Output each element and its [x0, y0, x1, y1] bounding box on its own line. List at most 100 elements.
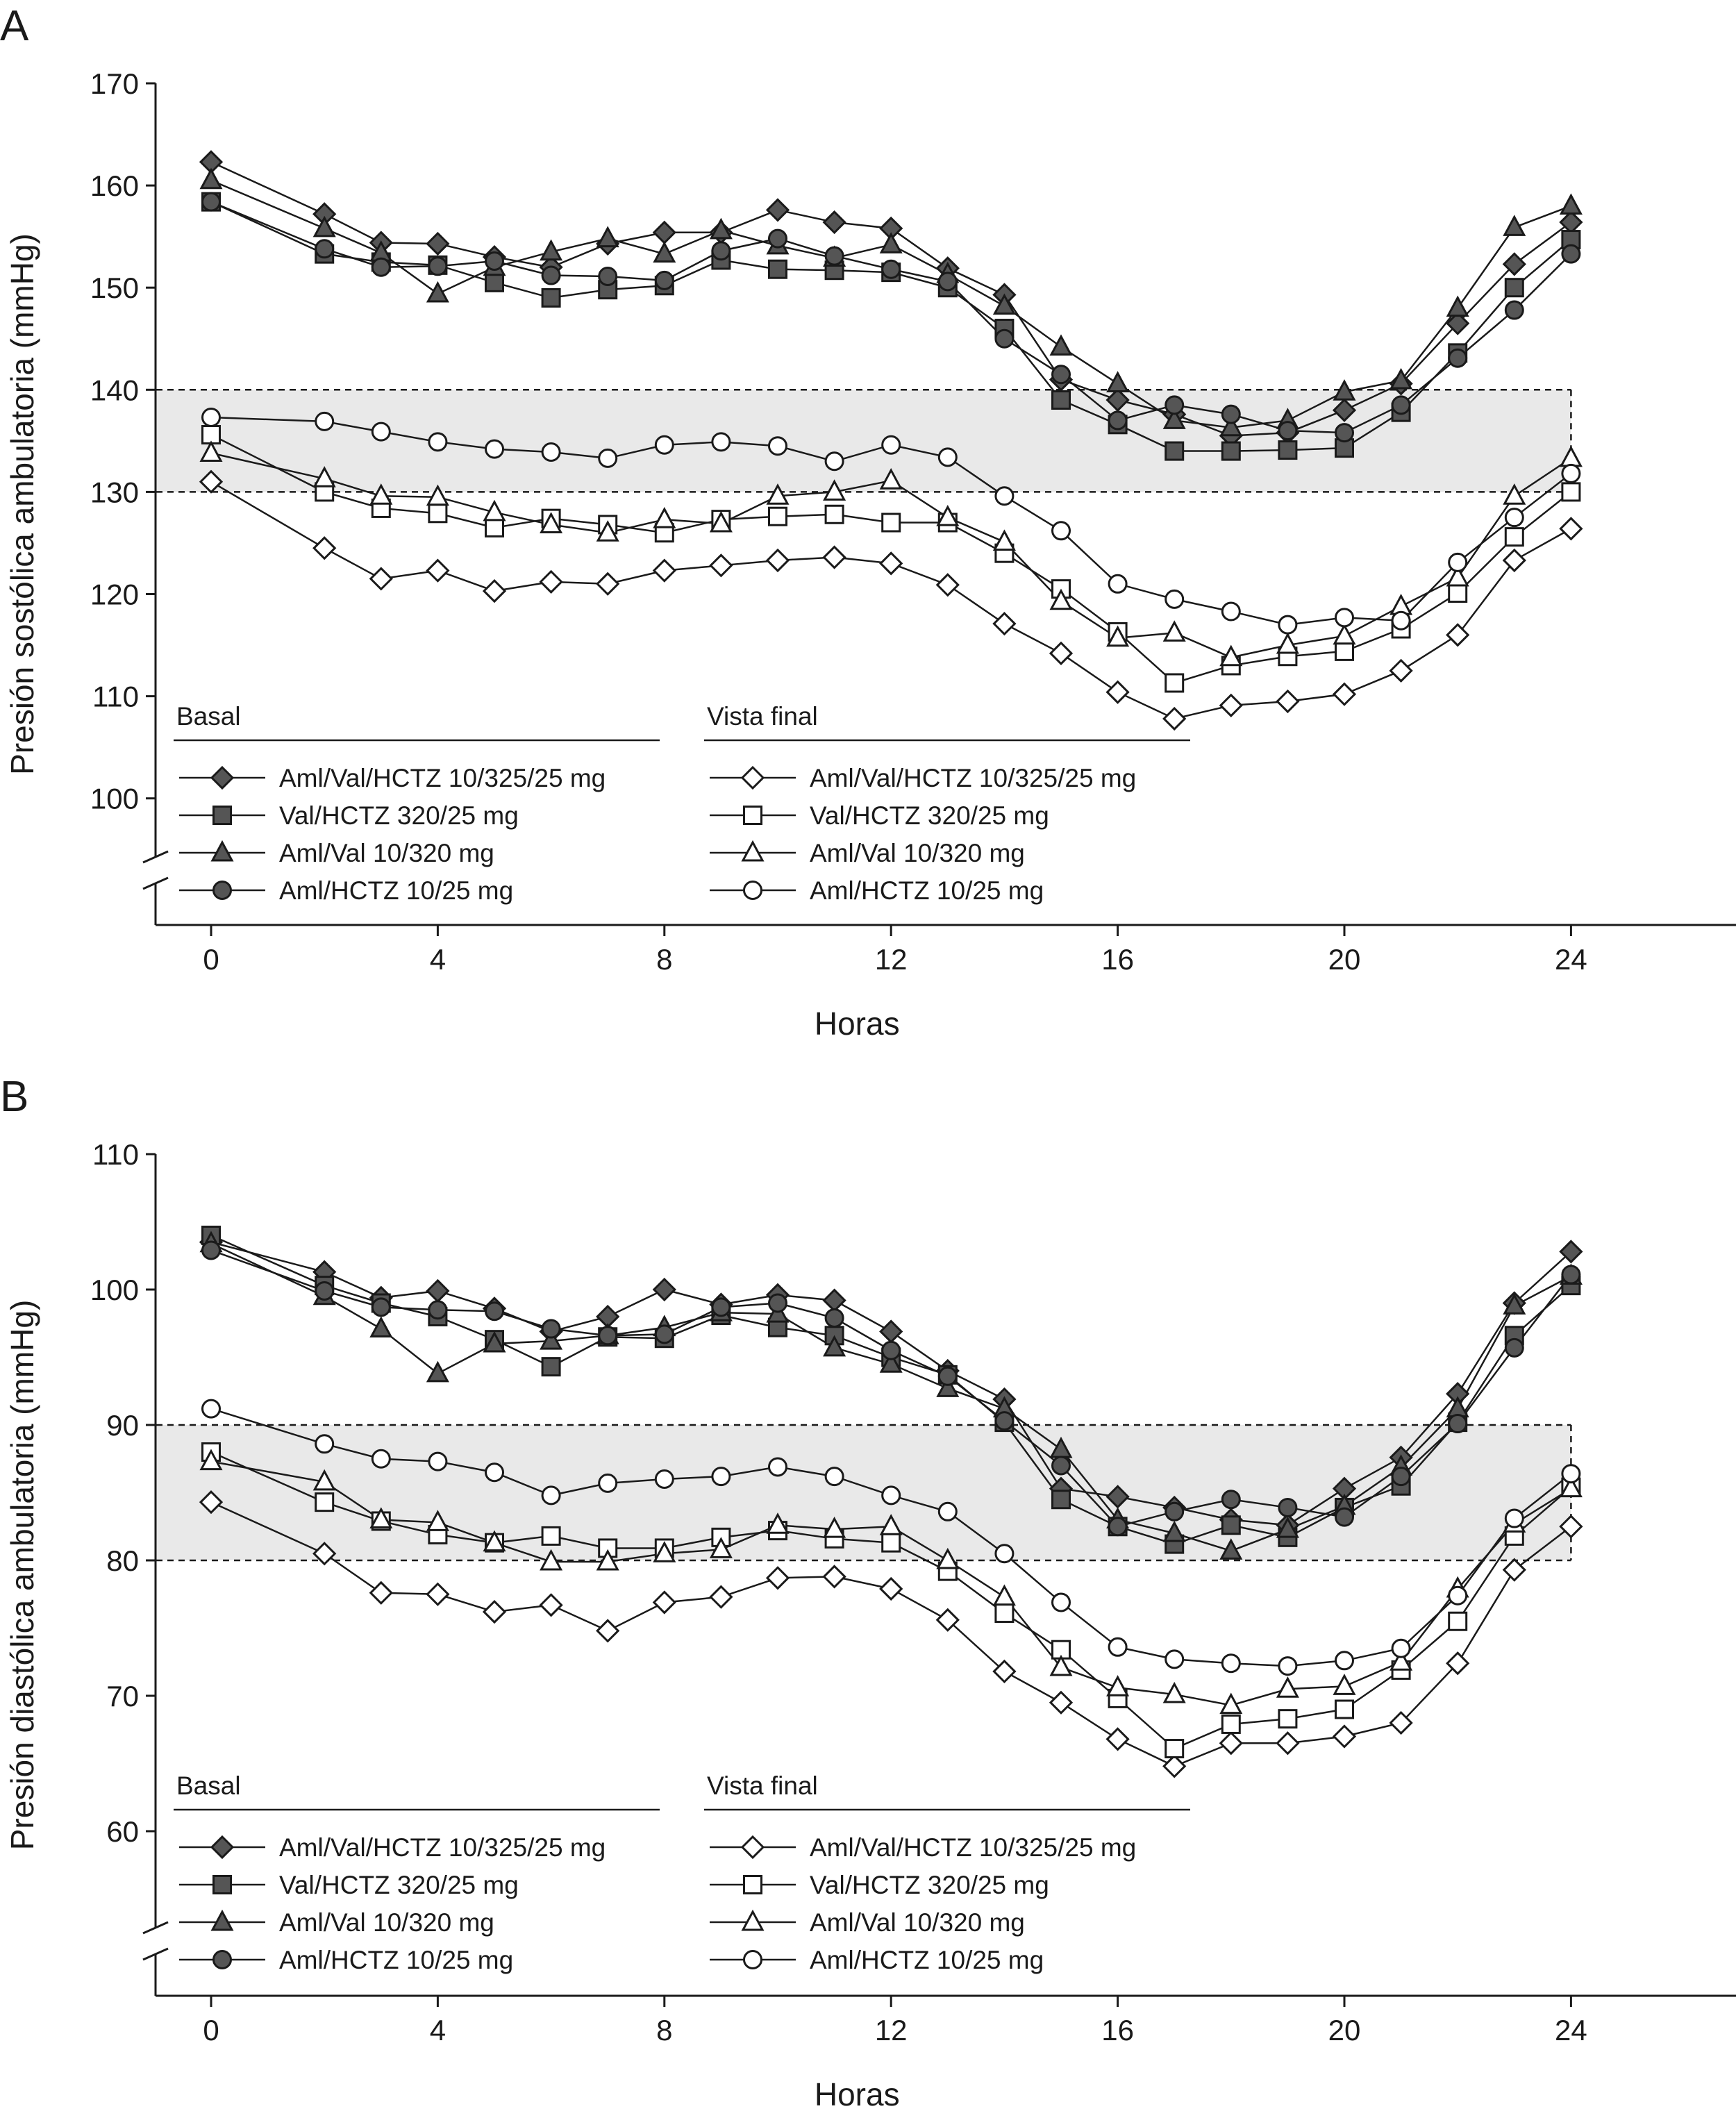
data-point	[709, 553, 733, 578]
data-point	[994, 486, 1015, 506]
data-point	[1276, 1516, 1299, 1538]
series-line	[210, 452, 1572, 659]
data-point	[1278, 440, 1298, 460]
data-point	[369, 567, 393, 591]
data-point	[315, 1434, 335, 1454]
data-point	[540, 239, 563, 261]
data-point	[935, 573, 960, 597]
y-tick-label: 120	[90, 578, 139, 611]
x-tick-label: 0	[203, 943, 219, 976]
data-point	[994, 1603, 1015, 1624]
data-point	[1278, 1656, 1298, 1676]
data-point	[201, 1399, 221, 1419]
data-point	[598, 448, 618, 468]
data-point	[1391, 1638, 1411, 1658]
data-point	[824, 246, 844, 266]
data-point	[369, 1316, 393, 1338]
x-tick-label: 24	[1555, 2014, 1587, 2046]
data-point	[541, 1485, 561, 1506]
data-point	[881, 1340, 901, 1360]
data-point	[879, 551, 903, 576]
x-tick-label: 4	[430, 2014, 446, 2046]
legend-label: Val/HCTZ 320/25 mg	[279, 1871, 519, 1899]
data-point	[1278, 1709, 1298, 1729]
data-point	[1559, 1515, 1583, 1539]
y-tick-label: 110	[92, 1138, 139, 1171]
data-point	[596, 1619, 620, 1643]
legend-label: Aml/HCTZ 10/25 mg	[810, 1946, 1044, 1974]
legend-swatch-marker	[743, 881, 762, 900]
panel-a-y-axis-title: Presión sostólica ambulatoria (mmHg)	[4, 233, 40, 775]
data-point	[1504, 527, 1524, 547]
data-point	[654, 1324, 674, 1344]
data-point	[1276, 689, 1300, 714]
data-point	[654, 1469, 674, 1489]
data-point	[541, 1319, 561, 1339]
data-point	[768, 259, 787, 279]
legend-group-title: Vista final	[707, 702, 818, 731]
data-point	[709, 1537, 733, 1558]
x-tick-label: 12	[875, 943, 908, 976]
panel-b-axes	[142, 1154, 1736, 1997]
data-point	[312, 215, 336, 237]
data-point	[1276, 632, 1299, 654]
panel-b-letter: B	[0, 1073, 28, 1121]
legend-label: Val/HCTZ 320/25 mg	[810, 801, 1049, 830]
data-point	[1504, 278, 1524, 298]
legend-swatch-marker	[212, 806, 232, 825]
panel-a-target-band	[156, 390, 1571, 492]
data-point	[1165, 589, 1185, 609]
panel-b-legend: Basal Vista final Aml/Val/HCTZ 10/325/25…	[174, 1771, 1190, 1974]
data-point	[823, 1335, 846, 1357]
data-point	[879, 468, 903, 490]
data-point	[1504, 1508, 1524, 1528]
data-point	[1051, 521, 1071, 541]
data-point	[879, 1576, 903, 1601]
data-point	[201, 192, 221, 212]
data-point	[426, 1510, 449, 1531]
data-point	[711, 1297, 731, 1317]
data-point	[1389, 1649, 1413, 1671]
data-point	[994, 1544, 1015, 1564]
data-point	[371, 422, 391, 442]
x-tick-label: 16	[1101, 943, 1134, 976]
data-point	[1448, 583, 1468, 603]
legend-label: Aml/Val 10/320 mg	[279, 1908, 494, 1937]
data-point	[711, 241, 731, 261]
data-point	[199, 167, 223, 190]
data-point	[935, 1608, 960, 1632]
data-point	[1333, 379, 1356, 401]
data-point	[994, 328, 1015, 349]
data-point	[937, 447, 958, 467]
legend-group-title: Basal	[176, 702, 241, 731]
legend-swatch-marker	[743, 1875, 762, 1894]
data-point	[315, 239, 335, 259]
data-point	[879, 1514, 903, 1535]
data-point	[485, 439, 504, 459]
data-point	[1502, 252, 1526, 276]
y-tick-label: 160	[90, 169, 139, 202]
y-tick-label: 100	[90, 1274, 139, 1306]
legend-swatch-marker	[740, 765, 765, 790]
data-point	[598, 1473, 618, 1493]
data-point	[1561, 1464, 1581, 1484]
data-point	[428, 503, 448, 524]
data-point	[485, 1462, 504, 1483]
data-point	[1108, 410, 1128, 431]
data-point	[1278, 1497, 1298, 1517]
data-point	[823, 479, 846, 501]
data-point	[1049, 1654, 1073, 1676]
data-point	[994, 1411, 1015, 1431]
data-point	[1333, 623, 1356, 645]
data-point	[428, 1300, 448, 1320]
data-point	[652, 1590, 676, 1615]
data-point	[879, 1351, 903, 1373]
data-point	[426, 231, 450, 256]
data-point	[428, 432, 448, 452]
data-point	[199, 469, 224, 494]
data-point	[711, 1467, 731, 1487]
data-point	[1278, 421, 1298, 441]
data-point	[1335, 1507, 1354, 1527]
data-point	[1502, 1558, 1526, 1582]
y-tick-label: 70	[106, 1680, 139, 1712]
